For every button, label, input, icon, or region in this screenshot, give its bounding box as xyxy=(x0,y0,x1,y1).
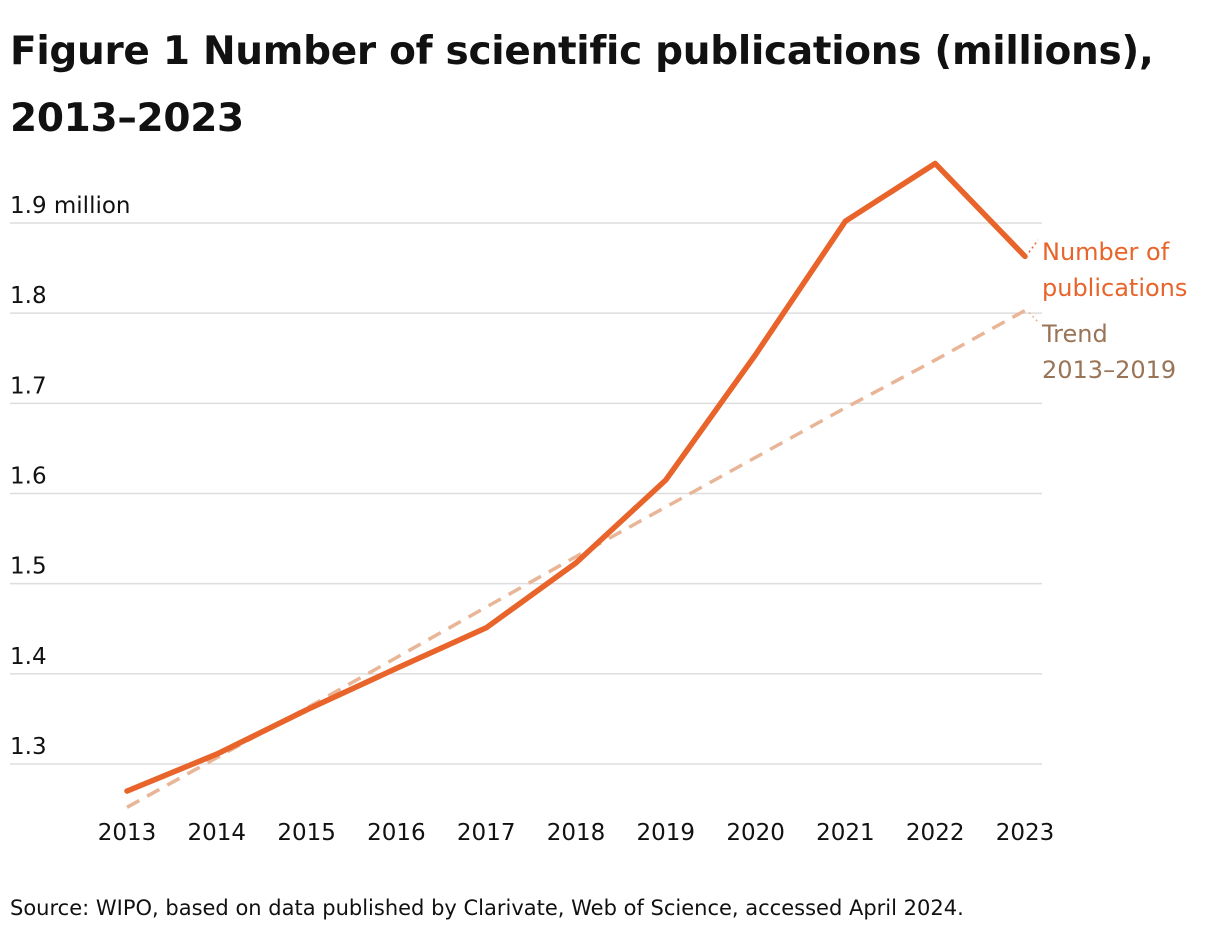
y-tick-label: 1.8 xyxy=(10,283,47,309)
x-tick-label: 2022 xyxy=(906,820,965,846)
gridlines xyxy=(10,222,1042,765)
trend-series-label: 2013–2019 xyxy=(1042,356,1176,384)
source-note: Source: WIPO, based on data published by… xyxy=(10,896,964,920)
trend-series-label: Trend xyxy=(1041,320,1108,348)
series-labels: Number of publications Trend 2013–2019 xyxy=(1028,238,1187,384)
x-tick-label: 2014 xyxy=(188,820,247,846)
y-tick-label: 1.4 xyxy=(10,644,47,670)
x-tick-label: 2013 xyxy=(98,820,157,846)
x-tick-label: 2015 xyxy=(277,820,336,846)
trend-label-leader xyxy=(1028,311,1039,323)
x-tick-label: 2020 xyxy=(726,820,785,846)
y-tick-label: 1.9 million xyxy=(10,193,131,219)
x-axis-tick-labels: 2013 2014 2015 2016 2017 2018 2019 2020 2021 2022… xyxy=(98,820,1055,846)
publications-series-label: publications xyxy=(1042,274,1187,302)
x-tick-label: 2019 xyxy=(637,820,696,846)
x-tick-label: 2016 xyxy=(367,820,426,846)
x-tick-label: 2017 xyxy=(457,820,516,846)
y-tick-label: 1.3 xyxy=(10,734,47,760)
y-tick-label: 1.6 xyxy=(10,464,47,490)
x-tick-label: 2018 xyxy=(547,820,606,846)
publications-series-label: Number of xyxy=(1042,238,1170,266)
y-axis-tick-labels: 1.3 1.4 1.5 1.6 1.7 1.8 1.9 million xyxy=(10,193,131,760)
y-tick-label: 1.5 xyxy=(10,554,47,580)
y-tick-label: 1.7 xyxy=(10,373,47,399)
chart-title: Figure 1 Number of scientific publicatio… xyxy=(10,29,1154,142)
x-tick-label: 2023 xyxy=(996,820,1055,846)
x-tick-label: 2021 xyxy=(816,820,875,846)
publications-label-leader xyxy=(1028,239,1039,253)
publications-line xyxy=(124,160,1028,794)
series-lines xyxy=(124,160,1028,809)
